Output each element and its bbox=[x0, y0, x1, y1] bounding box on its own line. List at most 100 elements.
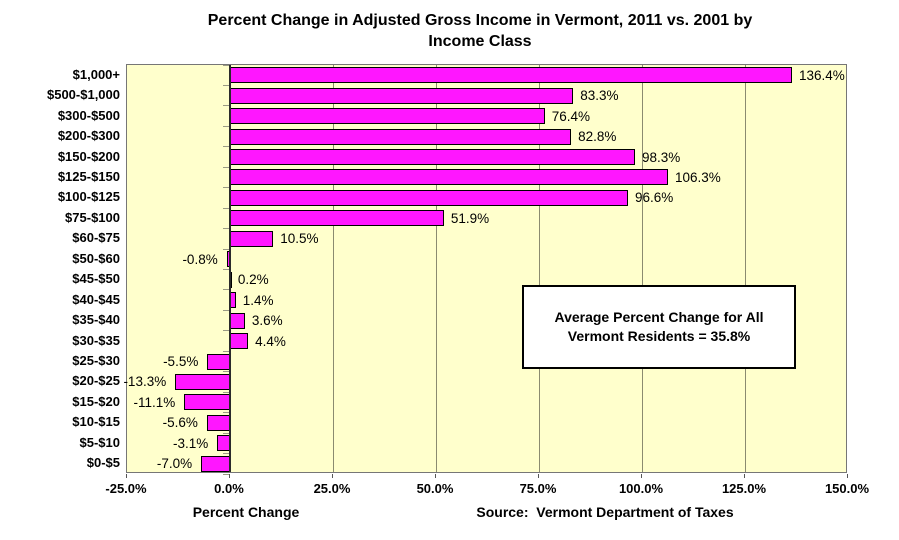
gridline bbox=[435, 65, 437, 472]
plot-area: 136.4% 83.3% 76.4% 82.8% 98.3% 106.3% 96.6% 51.… bbox=[123, 64, 847, 475]
gridline bbox=[641, 65, 643, 472]
y-axis-label: $200-$300 bbox=[57, 128, 120, 144]
bar-data-label: 3.6% bbox=[251, 313, 283, 329]
y-axis-label: $35-$40 bbox=[72, 312, 120, 328]
bar-data-label: -11.1% bbox=[133, 394, 176, 410]
bar-data-label: 51.9% bbox=[450, 210, 490, 226]
bar-data-label: 0.2% bbox=[237, 272, 269, 288]
chart-title-line1: Percent Change in Adjusted Gross Income … bbox=[207, 12, 753, 29]
category-axis-tick bbox=[223, 207, 229, 209]
chart-title: Percent Change in Adjusted Gross Income … bbox=[100, 10, 860, 52]
x-axis-tick bbox=[126, 474, 127, 478]
bar-data-label: -13.3% bbox=[123, 374, 167, 390]
annotation-box: Average Percent Change for All Vermont R… bbox=[522, 285, 796, 369]
x-axis-title: Percent Change bbox=[192, 504, 300, 520]
x-axis-tick-label: 75.0% bbox=[519, 481, 557, 496]
bar-data-label: -3.1% bbox=[172, 435, 209, 451]
y-axis-label: $300-$500 bbox=[57, 107, 120, 123]
bar-data-label: 4.4% bbox=[255, 333, 286, 349]
y-axis-label: $20-$25 bbox=[72, 373, 120, 389]
bar-data-label: 83.3% bbox=[580, 88, 619, 104]
bar-data-label: 96.6% bbox=[634, 190, 674, 206]
category-axis-tick bbox=[223, 146, 229, 148]
bar bbox=[230, 67, 792, 84]
x-axis-tick-label: 25.0% bbox=[313, 481, 351, 496]
category-axis-tick bbox=[223, 330, 229, 332]
category-axis-tick bbox=[223, 309, 229, 311]
y-axis-label: $40-$45 bbox=[72, 291, 120, 307]
source-note: Source: Vermont Department of Taxes bbox=[476, 504, 734, 520]
x-axis-tick-label: -25.0% bbox=[105, 481, 147, 496]
bar bbox=[206, 414, 230, 431]
y-axis-label: $50-$60 bbox=[72, 250, 120, 266]
bar-data-label: 106.3% bbox=[674, 169, 721, 185]
bar-data-label: 98.3% bbox=[641, 149, 681, 165]
bar bbox=[184, 394, 230, 411]
y-axis-label: $25-$30 bbox=[72, 353, 120, 369]
bar-data-label: 136.4% bbox=[798, 67, 845, 83]
bar-data-label: 1.4% bbox=[242, 292, 274, 308]
category-axis-tick bbox=[223, 350, 229, 352]
y-axis-label: $100-$125 bbox=[57, 189, 120, 205]
bar bbox=[230, 189, 628, 206]
bar-data-label: -5.6% bbox=[162, 415, 198, 431]
y-axis-label: $45-$50 bbox=[72, 271, 120, 287]
bar bbox=[207, 353, 230, 370]
x-axis-tick-label: 0.0% bbox=[214, 481, 244, 496]
bar bbox=[230, 210, 444, 227]
bar bbox=[230, 87, 574, 104]
category-axis-tick bbox=[223, 125, 229, 127]
x-axis-tick bbox=[332, 474, 333, 478]
zero-axis-line bbox=[229, 65, 231, 472]
bar-data-label: 10.5% bbox=[280, 231, 319, 247]
category-axis-tick bbox=[223, 289, 229, 291]
category-axis-tick bbox=[223, 391, 229, 393]
y-axis-label: $30-$35 bbox=[72, 332, 120, 348]
category-axis-tick bbox=[223, 84, 229, 86]
bar bbox=[201, 455, 230, 472]
bar-data-label: -7.0% bbox=[156, 456, 193, 472]
bar-data-label: 82.8% bbox=[578, 129, 617, 145]
gridline bbox=[538, 65, 540, 472]
x-axis-tick-label: 150.0% bbox=[824, 481, 870, 496]
category-axis-tick bbox=[223, 473, 229, 475]
annotation-line2: Vermont Residents = 35.8% bbox=[567, 328, 751, 344]
annotation-line1: Average Percent Change for All bbox=[554, 309, 764, 325]
category-axis-tick bbox=[223, 371, 229, 373]
x-axis-tick bbox=[641, 474, 642, 478]
y-axis-label: $150-$200 bbox=[57, 148, 120, 164]
category-axis-tick bbox=[223, 269, 229, 270]
y-axis-label: $5-$10 bbox=[79, 434, 120, 450]
bar-data-label: 76.4% bbox=[551, 108, 591, 124]
gridline bbox=[332, 65, 334, 472]
category-axis-tick bbox=[223, 166, 229, 168]
chart-title-line2: Income Class bbox=[428, 33, 532, 50]
gridline bbox=[744, 65, 746, 472]
y-axis-label: $60-$75 bbox=[72, 230, 120, 246]
bar bbox=[230, 108, 545, 125]
category-axis-tick bbox=[223, 432, 229, 434]
y-axis-label: $10-$15 bbox=[72, 414, 120, 430]
y-axis-label: $125-$150 bbox=[57, 168, 120, 184]
bar-data-label: -5.5% bbox=[163, 354, 199, 370]
category-axis-tick bbox=[223, 64, 229, 66]
bar bbox=[230, 230, 274, 247]
category-axis-tick bbox=[223, 105, 229, 107]
x-axis-tick bbox=[229, 474, 230, 478]
category-axis-tick bbox=[223, 228, 229, 230]
x-axis-tick bbox=[435, 474, 436, 478]
bar bbox=[230, 312, 245, 329]
category-axis-tick bbox=[223, 248, 229, 250]
x-axis-tick-label: 125.0% bbox=[721, 481, 767, 496]
bar bbox=[230, 333, 249, 350]
y-axis-label: $1,000+ bbox=[72, 66, 120, 82]
y-axis-label: $15-$20 bbox=[72, 393, 120, 409]
y-axis-label: $75-$100 bbox=[65, 209, 120, 225]
y-axis-label: $500-$1,000 bbox=[46, 87, 120, 103]
x-axis-tick-label: 50.0% bbox=[416, 481, 454, 496]
y-axis-label: $0-$5 bbox=[86, 455, 120, 471]
x-axis-tick-label: 100.0% bbox=[618, 481, 664, 496]
x-axis-tick bbox=[538, 474, 539, 478]
bar bbox=[230, 169, 668, 186]
x-axis-tick bbox=[744, 474, 745, 478]
